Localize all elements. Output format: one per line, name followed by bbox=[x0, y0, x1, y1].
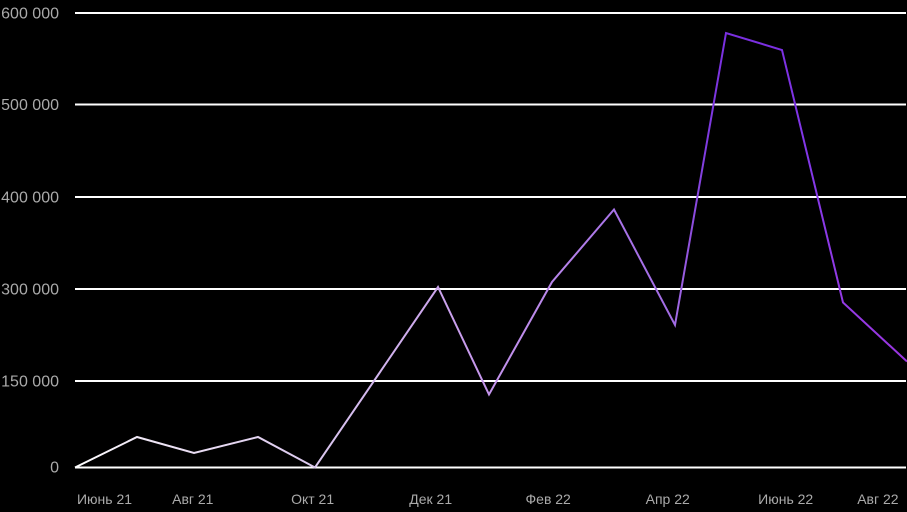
svg-text:300 000: 300 000 bbox=[1, 282, 59, 299]
svg-text:Фев 22: Фев 22 bbox=[526, 491, 572, 507]
svg-text:400 000: 400 000 bbox=[1, 190, 59, 207]
svg-text:Авг 21: Авг 21 bbox=[172, 491, 214, 507]
svg-text:150 000: 150 000 bbox=[1, 374, 59, 391]
svg-text:600 000: 600 000 bbox=[1, 6, 59, 23]
svg-text:Окт 21: Окт 21 bbox=[291, 491, 334, 507]
svg-text:Дек 21: Дек 21 bbox=[409, 491, 452, 507]
svg-text:500 000: 500 000 bbox=[1, 97, 59, 114]
svg-text:Авг 22: Авг 22 bbox=[857, 491, 899, 507]
svg-text:0: 0 bbox=[50, 460, 59, 477]
svg-text:Июнь 22: Июнь 22 bbox=[758, 491, 813, 507]
svg-text:Июнь 21: Июнь 21 bbox=[77, 491, 132, 507]
svg-text:Апр 22: Апр 22 bbox=[646, 491, 690, 507]
